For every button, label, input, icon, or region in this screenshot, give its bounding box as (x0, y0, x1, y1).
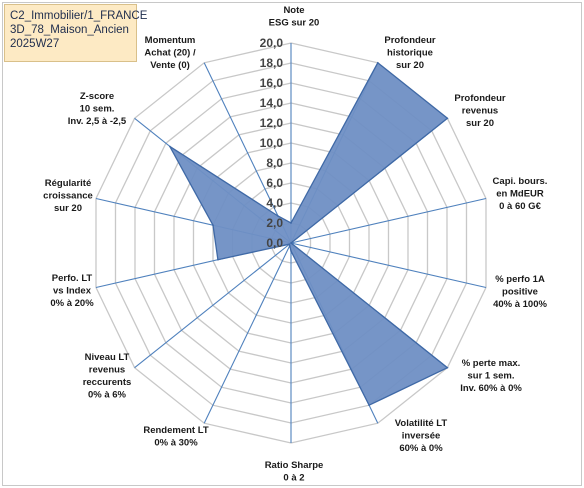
axis-label-8-line-2: 0 à 2 (283, 473, 304, 484)
radar-tick-labels: 0,0 2,0 4,0 6,0 8,0 10,0 12,0 14,0 16,0 18,0 20,0 (260, 36, 284, 250)
axis-label-3-line-3: sur 20 (466, 118, 494, 129)
axis-spoke-5 (290, 242, 487, 289)
tick-label-5: 10,0 (260, 136, 284, 150)
axis-label-8: Ratio Sharpe 0 à 2 (265, 460, 324, 484)
tick-label-4: 8,0 (266, 156, 283, 170)
axis-label-13-line-2: 10 sem. (80, 104, 115, 115)
axis-label-6: % perte max. sur 1 sem. Inv. 60% à 0% (460, 358, 522, 394)
axis-label-2-line-1: Profondeur (384, 35, 435, 46)
axis-label-6-line-3: Inv. 60% à 0% (460, 383, 522, 394)
axis-label-10-line-3: reccurents (83, 377, 132, 388)
data-point-12 (212, 224, 214, 226)
tick-label-8: 16,0 (260, 76, 284, 90)
axis-label-10-line-2: revenus (89, 365, 125, 376)
axis-label-10-line-4: 0% à 6% (88, 390, 127, 401)
axis-label-1: Note ESG sur 20 (269, 5, 320, 29)
axis-label-14-line-2: Achat (20) / (144, 48, 196, 59)
data-point-11 (217, 258, 219, 261)
axis-label-8-line-1: Ratio Sharpe (265, 460, 324, 471)
axis-label-6-line-1: % perte max. (462, 358, 521, 369)
axis-label-4-line-2: en MdEUR (496, 189, 544, 200)
data-point-6 (446, 366, 449, 369)
tick-label-9: 18,0 (260, 56, 284, 70)
data-point-8 (290, 250, 292, 252)
radar-series (169, 61, 449, 407)
axis-label-12: Régularité croissance sur 20 (43, 178, 93, 214)
axis-label-1-line-2: ESG sur 20 (269, 18, 320, 29)
axis-label-7: Volatilité LT inversée 60% à 0% (395, 418, 448, 454)
axis-spoke-10 (134, 242, 292, 369)
axis-label-9-line-1: Rendement LT (143, 425, 208, 436)
axis-label-1-line-1: Note (283, 5, 304, 16)
axis-label-10: Niveau LT revenus reccurents 0% à 6% (83, 352, 132, 401)
data-point-9 (288, 244, 291, 247)
axis-label-2-line-2: historique (387, 48, 433, 59)
axis-label-4: Capi. bours. en MdEUR 0 à 60 G€ (493, 176, 548, 212)
tick-label-7: 14,0 (260, 96, 284, 110)
axis-label-7-line-3: 60% à 0% (399, 443, 443, 454)
axis-label-3: Profondeur revenus sur 20 (454, 93, 505, 129)
axis-label-7-line-2: inversée (402, 431, 441, 442)
axis-label-10-line-1: Niveau LT (85, 352, 130, 363)
axis-label-5-line-2: positive (502, 287, 538, 298)
axis-label-5-line-3: 40% à 100% (493, 299, 547, 310)
axis-label-7-line-1: Volatilité LT (395, 418, 448, 429)
tick-label-10: 20,0 (260, 36, 284, 50)
axis-spoke-4 (290, 197, 487, 244)
tick-label-1: 2,0 (266, 216, 283, 230)
axis-label-4-line-1: Capi. bours. (493, 176, 548, 187)
tick-label-0: 0,0 (266, 236, 283, 250)
axis-label-2: Profondeur historique sur 20 (384, 35, 435, 71)
axis-label-14-line-1: Momentum (145, 35, 196, 46)
data-point-1 (290, 222, 292, 224)
axis-label-13-line-1: Z-score (80, 91, 114, 102)
axis-label-11-line-1: Perfo. LT (52, 273, 93, 284)
chart-title-box: C2_Immobilier/1_FRANCE 3D_78_Maison_Anci… (4, 4, 148, 62)
axis-spoke-9 (203, 242, 292, 424)
axis-label-5-line-1: % perfo 1A (495, 274, 545, 285)
axis-label-2-line-3: sur 20 (396, 60, 424, 71)
series-area-1 (169, 61, 449, 407)
axis-spoke-14 (203, 62, 292, 244)
title-line-1: C2_Immobilier/1_FRANCE (10, 10, 148, 22)
axis-label-12-line-1: Régularité (45, 178, 91, 189)
axis-label-13: Z-score 10 sem. Inv. 2,5 à -2,5 (68, 91, 127, 127)
axis-label-11-line-3: 0% à 20% (50, 298, 94, 309)
data-point-3 (446, 117, 449, 120)
data-point-7 (368, 404, 370, 407)
axis-label-11-line-2: vs Index (53, 286, 92, 297)
data-point-13 (169, 145, 171, 148)
axis-label-12-line-3: sur 20 (54, 203, 82, 214)
data-point-2 (377, 62, 379, 64)
data-point-10 (288, 243, 291, 245)
axis-label-9: Rendement LT 0% à 30% (143, 425, 208, 449)
axis-label-14: Momentum Achat (20) / Vente (0) (144, 35, 196, 71)
axis-label-9-line-2: 0% à 30% (154, 438, 198, 449)
axis-label-12-line-2: croissance (43, 191, 93, 202)
axis-label-13-line-3: Inv. 2,5 à -2,5 (68, 116, 127, 127)
tick-label-2: 4,0 (266, 196, 283, 210)
axis-label-6-line-2: sur 1 sem. (468, 371, 515, 382)
title-line-2: 3D_78_Maison_Ancien (10, 24, 129, 36)
axis-label-3-line-1: Profondeur (454, 93, 505, 104)
axis-label-11: Perfo. LT vs Index 0% à 20% (50, 273, 94, 309)
axis-label-14-line-3: Vente (0) (150, 60, 190, 71)
axis-label-3-line-2: revenus (462, 106, 498, 117)
title-line-3: 2025W27 (10, 38, 60, 50)
tick-label-6: 12,0 (260, 116, 284, 130)
tick-label-3: 6,0 (266, 176, 283, 190)
data-point-5 (290, 242, 292, 244)
axis-label-4-line-3: 0 à 60 G€ (499, 201, 541, 212)
data-point-14 (277, 215, 279, 217)
axis-label-5: % perfo 1A positive 40% à 100% (493, 274, 547, 310)
